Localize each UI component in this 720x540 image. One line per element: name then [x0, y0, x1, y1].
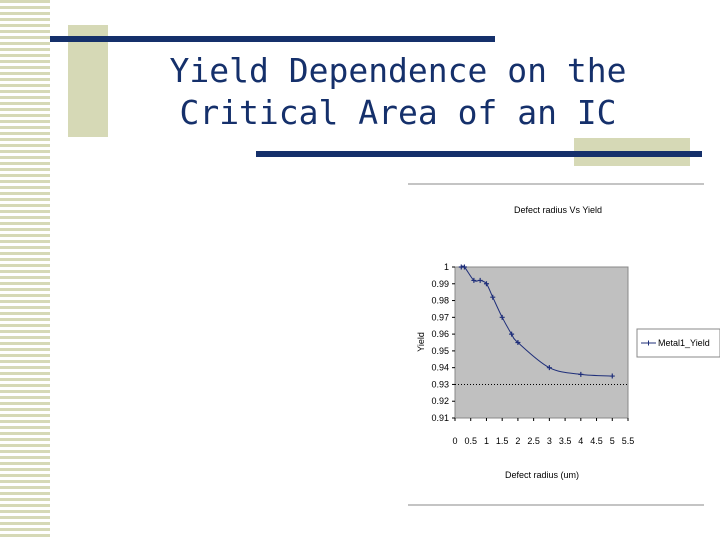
- point: [578, 371, 584, 377]
- point: [609, 373, 615, 379]
- x-axis-label: Defect radius (um): [505, 470, 579, 480]
- x-tick-label: 3: [547, 436, 552, 446]
- deco-block: [68, 25, 108, 137]
- bottom-rule: [256, 151, 702, 157]
- y-axis-label: Yield: [416, 332, 426, 352]
- y-tick-label: 1: [444, 262, 449, 272]
- x-tick-label: 5: [610, 436, 615, 446]
- point: [515, 340, 521, 345]
- legend-marker: [646, 340, 651, 346]
- top-rule: [50, 36, 495, 42]
- y-tick-label: 0.94: [431, 363, 449, 373]
- x-tick-label: 0: [452, 436, 457, 446]
- x-tick-label: 1.5: [496, 436, 509, 446]
- x-tick-label: 3.5: [559, 436, 572, 446]
- y-tick-label: 0.91: [431, 413, 449, 423]
- chart-title: Defect radius Vs Yield: [514, 205, 602, 215]
- y-tick-label: 0.99: [431, 279, 449, 289]
- point: [509, 331, 515, 337]
- y-tick-label: 0.97: [431, 312, 449, 322]
- stripe-bar: [0, 0, 50, 540]
- x-tick-label: 5.5: [622, 436, 635, 446]
- legend-label: Metal1_Yield: [658, 338, 710, 348]
- point: [477, 277, 483, 283]
- point: [546, 365, 552, 371]
- point: [471, 277, 477, 283]
- x-tick-label: 4: [578, 436, 583, 446]
- point: [483, 281, 489, 287]
- y-tick-label: 0.98: [431, 296, 449, 306]
- y-tick-label: 0.95: [431, 346, 449, 356]
- x-tick-label: 2: [515, 436, 520, 446]
- x-tick-label: 1: [484, 436, 489, 446]
- x-tick-label: 0.5: [464, 436, 477, 446]
- point: [499, 314, 505, 320]
- y-tick-label: 0.93: [431, 379, 449, 389]
- y-tick-label: 0.92: [431, 396, 449, 406]
- point: [490, 294, 496, 300]
- plot-area: [454, 266, 629, 419]
- x-tick-label: 2.5: [527, 436, 540, 446]
- y-tick-label: 0.96: [431, 329, 449, 339]
- x-tick-label: 4.5: [590, 436, 603, 446]
- series-line: [461, 265, 613, 377]
- slide-title: Critical Area of an IC: [179, 93, 616, 132]
- point: [461, 264, 467, 270]
- slide-title: Yield Dependence on the: [170, 51, 627, 90]
